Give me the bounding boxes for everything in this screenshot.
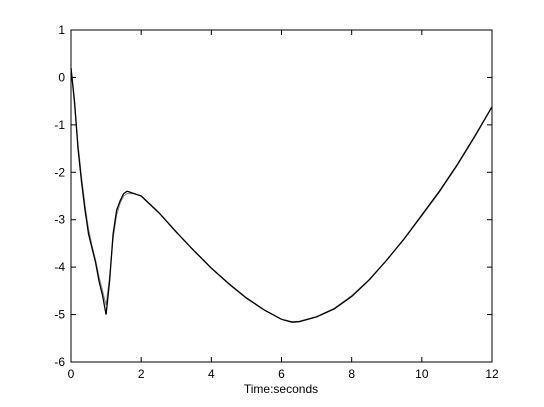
y-tick-label: -6 xyxy=(54,355,65,369)
x-tick-label: 12 xyxy=(485,367,499,381)
y-tick-label: -2 xyxy=(54,165,65,179)
x-tick-label: 8 xyxy=(348,367,355,381)
x-axis-label: Time:seconds xyxy=(244,382,318,396)
x-tick-label: 6 xyxy=(278,367,285,381)
y-tick-label: -5 xyxy=(54,308,65,322)
y-tick-label: 1 xyxy=(58,23,65,37)
y-tick-label: -4 xyxy=(54,260,65,274)
y-tick-label: -1 xyxy=(54,118,65,132)
y-tick-label: -3 xyxy=(54,213,65,227)
line-series xyxy=(70,67,493,323)
plot-frame xyxy=(70,29,493,363)
y-tick-label: 0 xyxy=(58,70,65,84)
x-tick-label: 2 xyxy=(138,367,145,381)
x-tick-label: 10 xyxy=(415,367,429,381)
x-tick-label: 4 xyxy=(208,367,215,381)
x-tick-label: 0 xyxy=(68,367,75,381)
